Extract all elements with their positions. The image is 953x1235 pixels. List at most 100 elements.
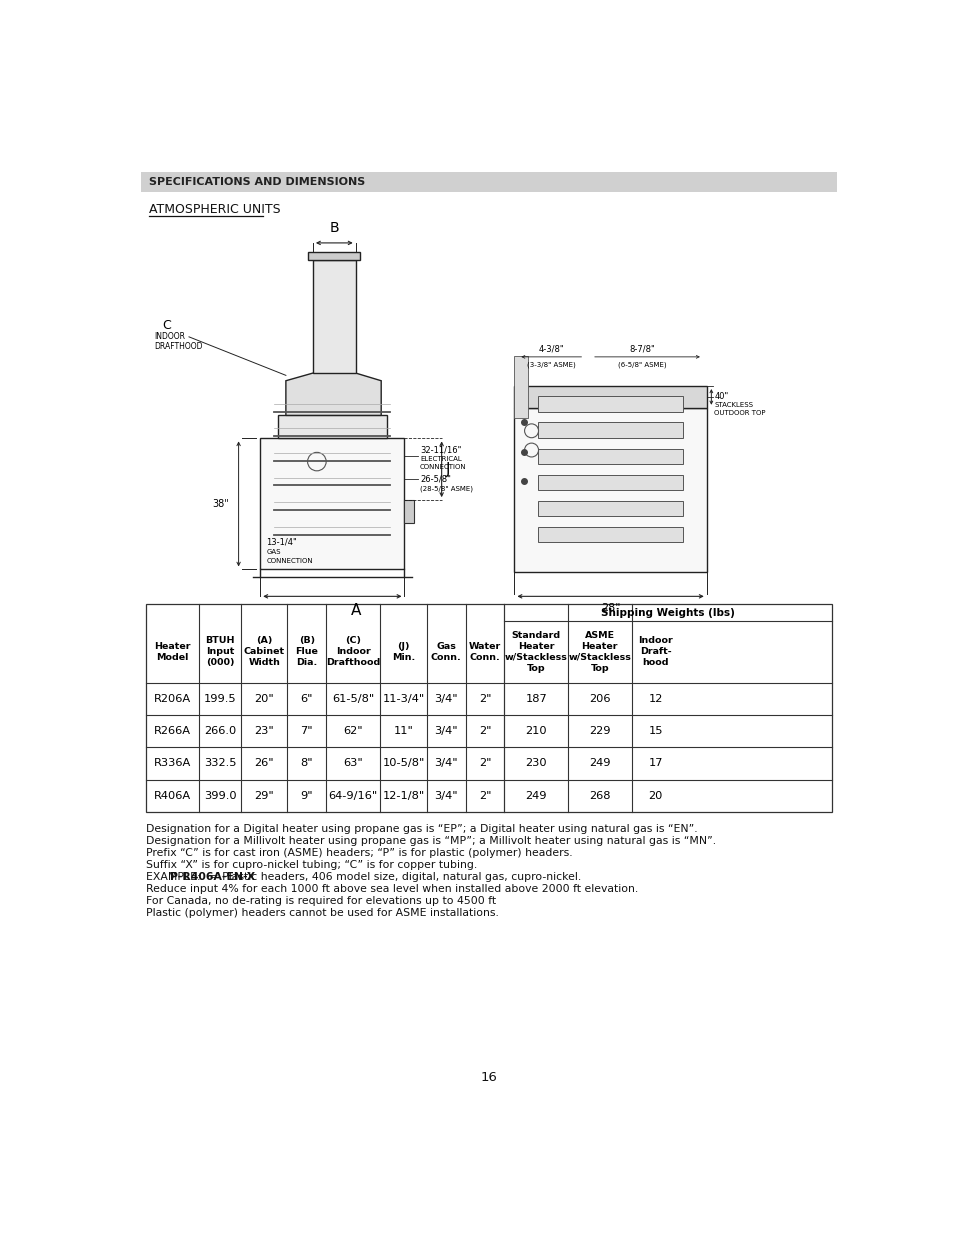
- Text: 10-5/8": 10-5/8": [382, 758, 424, 768]
- Bar: [537, 448, 682, 464]
- Bar: [537, 396, 682, 411]
- Text: 268: 268: [588, 790, 610, 800]
- Text: 3/4": 3/4": [434, 694, 457, 704]
- Text: GAS: GAS: [266, 550, 281, 556]
- Text: Gas
Conn.: Gas Conn.: [431, 642, 461, 662]
- Text: 11-3/4": 11-3/4": [382, 694, 424, 704]
- Bar: [514, 387, 706, 408]
- Text: R266A: R266A: [154, 726, 191, 736]
- Text: 62": 62": [343, 726, 363, 736]
- Text: 2": 2": [478, 726, 491, 736]
- Text: 20: 20: [648, 790, 662, 800]
- Bar: [404, 500, 414, 524]
- Text: 8": 8": [300, 758, 313, 768]
- Text: 17: 17: [648, 758, 662, 768]
- Text: 29": 29": [254, 790, 274, 800]
- Text: CONNECTION: CONNECTION: [266, 558, 313, 564]
- Bar: [537, 501, 682, 516]
- Text: 13-1/4": 13-1/4": [266, 538, 297, 547]
- Bar: [141, 172, 836, 193]
- Text: 11": 11": [394, 726, 414, 736]
- Bar: [313, 259, 355, 373]
- Text: P-R406A-EN-X: P-R406A-EN-X: [170, 872, 254, 882]
- Text: 6": 6": [300, 694, 313, 704]
- Text: 7": 7": [300, 726, 313, 736]
- Text: 64-9/16": 64-9/16": [329, 790, 377, 800]
- Text: (3-3/8" ASME): (3-3/8" ASME): [527, 362, 576, 368]
- Text: 26": 26": [254, 758, 274, 768]
- Text: 4-3/8": 4-3/8": [538, 345, 564, 353]
- Text: 15: 15: [648, 726, 662, 736]
- Text: Heater
Model: Heater Model: [154, 642, 191, 662]
- Text: 3/4": 3/4": [434, 790, 457, 800]
- Text: 199.5: 199.5: [204, 694, 236, 704]
- Bar: [278, 415, 386, 438]
- Text: 332.5: 332.5: [204, 758, 236, 768]
- Text: ASME
Heater
w/Stackless
Top: ASME Heater w/Stackless Top: [568, 631, 631, 673]
- Text: (B)
Flue
Dia.: (B) Flue Dia.: [295, 636, 318, 667]
- Text: (28-5/8" ASME): (28-5/8" ASME): [419, 485, 473, 492]
- Text: 16: 16: [480, 1071, 497, 1084]
- Text: 266.0: 266.0: [204, 726, 236, 736]
- Text: 229: 229: [588, 726, 610, 736]
- Text: 40": 40": [714, 393, 728, 401]
- Text: STACKLESS: STACKLESS: [714, 403, 753, 409]
- Bar: [537, 474, 682, 490]
- Text: Designation for a Digital heater using propane gas is “EP”; a Digital heater usi: Designation for a Digital heater using p…: [146, 824, 698, 835]
- Bar: [514, 356, 528, 417]
- Text: ATMOSPHERIC UNITS: ATMOSPHERIC UNITS: [149, 204, 280, 216]
- Text: 28": 28": [600, 603, 619, 613]
- Text: BTUH
Input
(000): BTUH Input (000): [205, 636, 234, 667]
- Bar: [537, 422, 682, 437]
- Text: (A)
Cabinet
Width: (A) Cabinet Width: [243, 636, 284, 667]
- Text: 20": 20": [254, 694, 274, 704]
- Text: CONNECTION: CONNECTION: [419, 464, 466, 471]
- Text: 2": 2": [478, 694, 491, 704]
- Text: 187: 187: [525, 694, 546, 704]
- Text: Plastic (polymer) headers cannot be used for ASME installations.: Plastic (polymer) headers cannot be used…: [146, 908, 498, 918]
- Text: 2": 2": [478, 790, 491, 800]
- Text: 2": 2": [478, 758, 491, 768]
- Text: SPECIFICATIONS AND DIMENSIONS: SPECIFICATIONS AND DIMENSIONS: [149, 177, 365, 186]
- Text: Shipping Weights (lbs): Shipping Weights (lbs): [600, 608, 735, 618]
- Text: R336A: R336A: [154, 758, 192, 768]
- Bar: [146, 604, 831, 811]
- Text: DRAFTHOOD: DRAFTHOOD: [154, 342, 202, 351]
- Text: 3/4": 3/4": [434, 758, 457, 768]
- Text: 12-1/8": 12-1/8": [382, 790, 424, 800]
- Text: 399.0: 399.0: [204, 790, 236, 800]
- Text: 249: 249: [525, 790, 546, 800]
- Text: 26-5/8": 26-5/8": [419, 474, 451, 484]
- Text: J: J: [446, 462, 451, 477]
- Text: 249: 249: [588, 758, 610, 768]
- Bar: [260, 438, 404, 569]
- Text: 206: 206: [588, 694, 610, 704]
- Text: 3/4": 3/4": [434, 726, 457, 736]
- Text: 23": 23": [254, 726, 274, 736]
- Text: 61-5/8": 61-5/8": [332, 694, 374, 704]
- Text: (C)
Indoor
Drafthood: (C) Indoor Drafthood: [326, 636, 380, 667]
- Text: R206A: R206A: [154, 694, 192, 704]
- Polygon shape: [286, 373, 381, 415]
- Text: Indoor
Draft-
hood: Indoor Draft- hood: [638, 636, 672, 667]
- Bar: [514, 408, 706, 572]
- Text: 32-11/16": 32-11/16": [419, 446, 461, 454]
- Text: 38": 38": [213, 499, 229, 509]
- Text: Reduce input 4% for each 1000 ft above sea level when installed above 2000 ft el: Reduce input 4% for each 1000 ft above s…: [146, 884, 638, 894]
- Text: A: A: [350, 603, 360, 618]
- Text: = Plastic headers, 406 model size, digital, natural gas, cupro-nickel.: = Plastic headers, 406 model size, digit…: [206, 872, 581, 882]
- Text: 210: 210: [525, 726, 546, 736]
- Bar: [537, 527, 682, 542]
- Text: C: C: [162, 319, 171, 332]
- Text: 230: 230: [525, 758, 546, 768]
- Text: 12: 12: [648, 694, 662, 704]
- Bar: [308, 252, 360, 259]
- Text: For Canada, no de-rating is required for elevations up to 4500 ft: For Canada, no de-rating is required for…: [146, 895, 496, 905]
- Text: Water
Conn.: Water Conn.: [469, 642, 500, 662]
- Text: (6-5/8" ASME): (6-5/8" ASME): [618, 362, 666, 368]
- Text: Suffix “X” is for cupro-nickel tubing; “C” is for copper tubing.: Suffix “X” is for cupro-nickel tubing; “…: [146, 860, 477, 871]
- Text: (J)
Min.: (J) Min.: [392, 642, 415, 662]
- Text: Designation for a Millivolt heater using propane gas is “MP”; a Millivolt heater: Designation for a Millivolt heater using…: [146, 836, 716, 846]
- Text: R406A: R406A: [154, 790, 192, 800]
- Text: INDOOR: INDOOR: [154, 332, 185, 341]
